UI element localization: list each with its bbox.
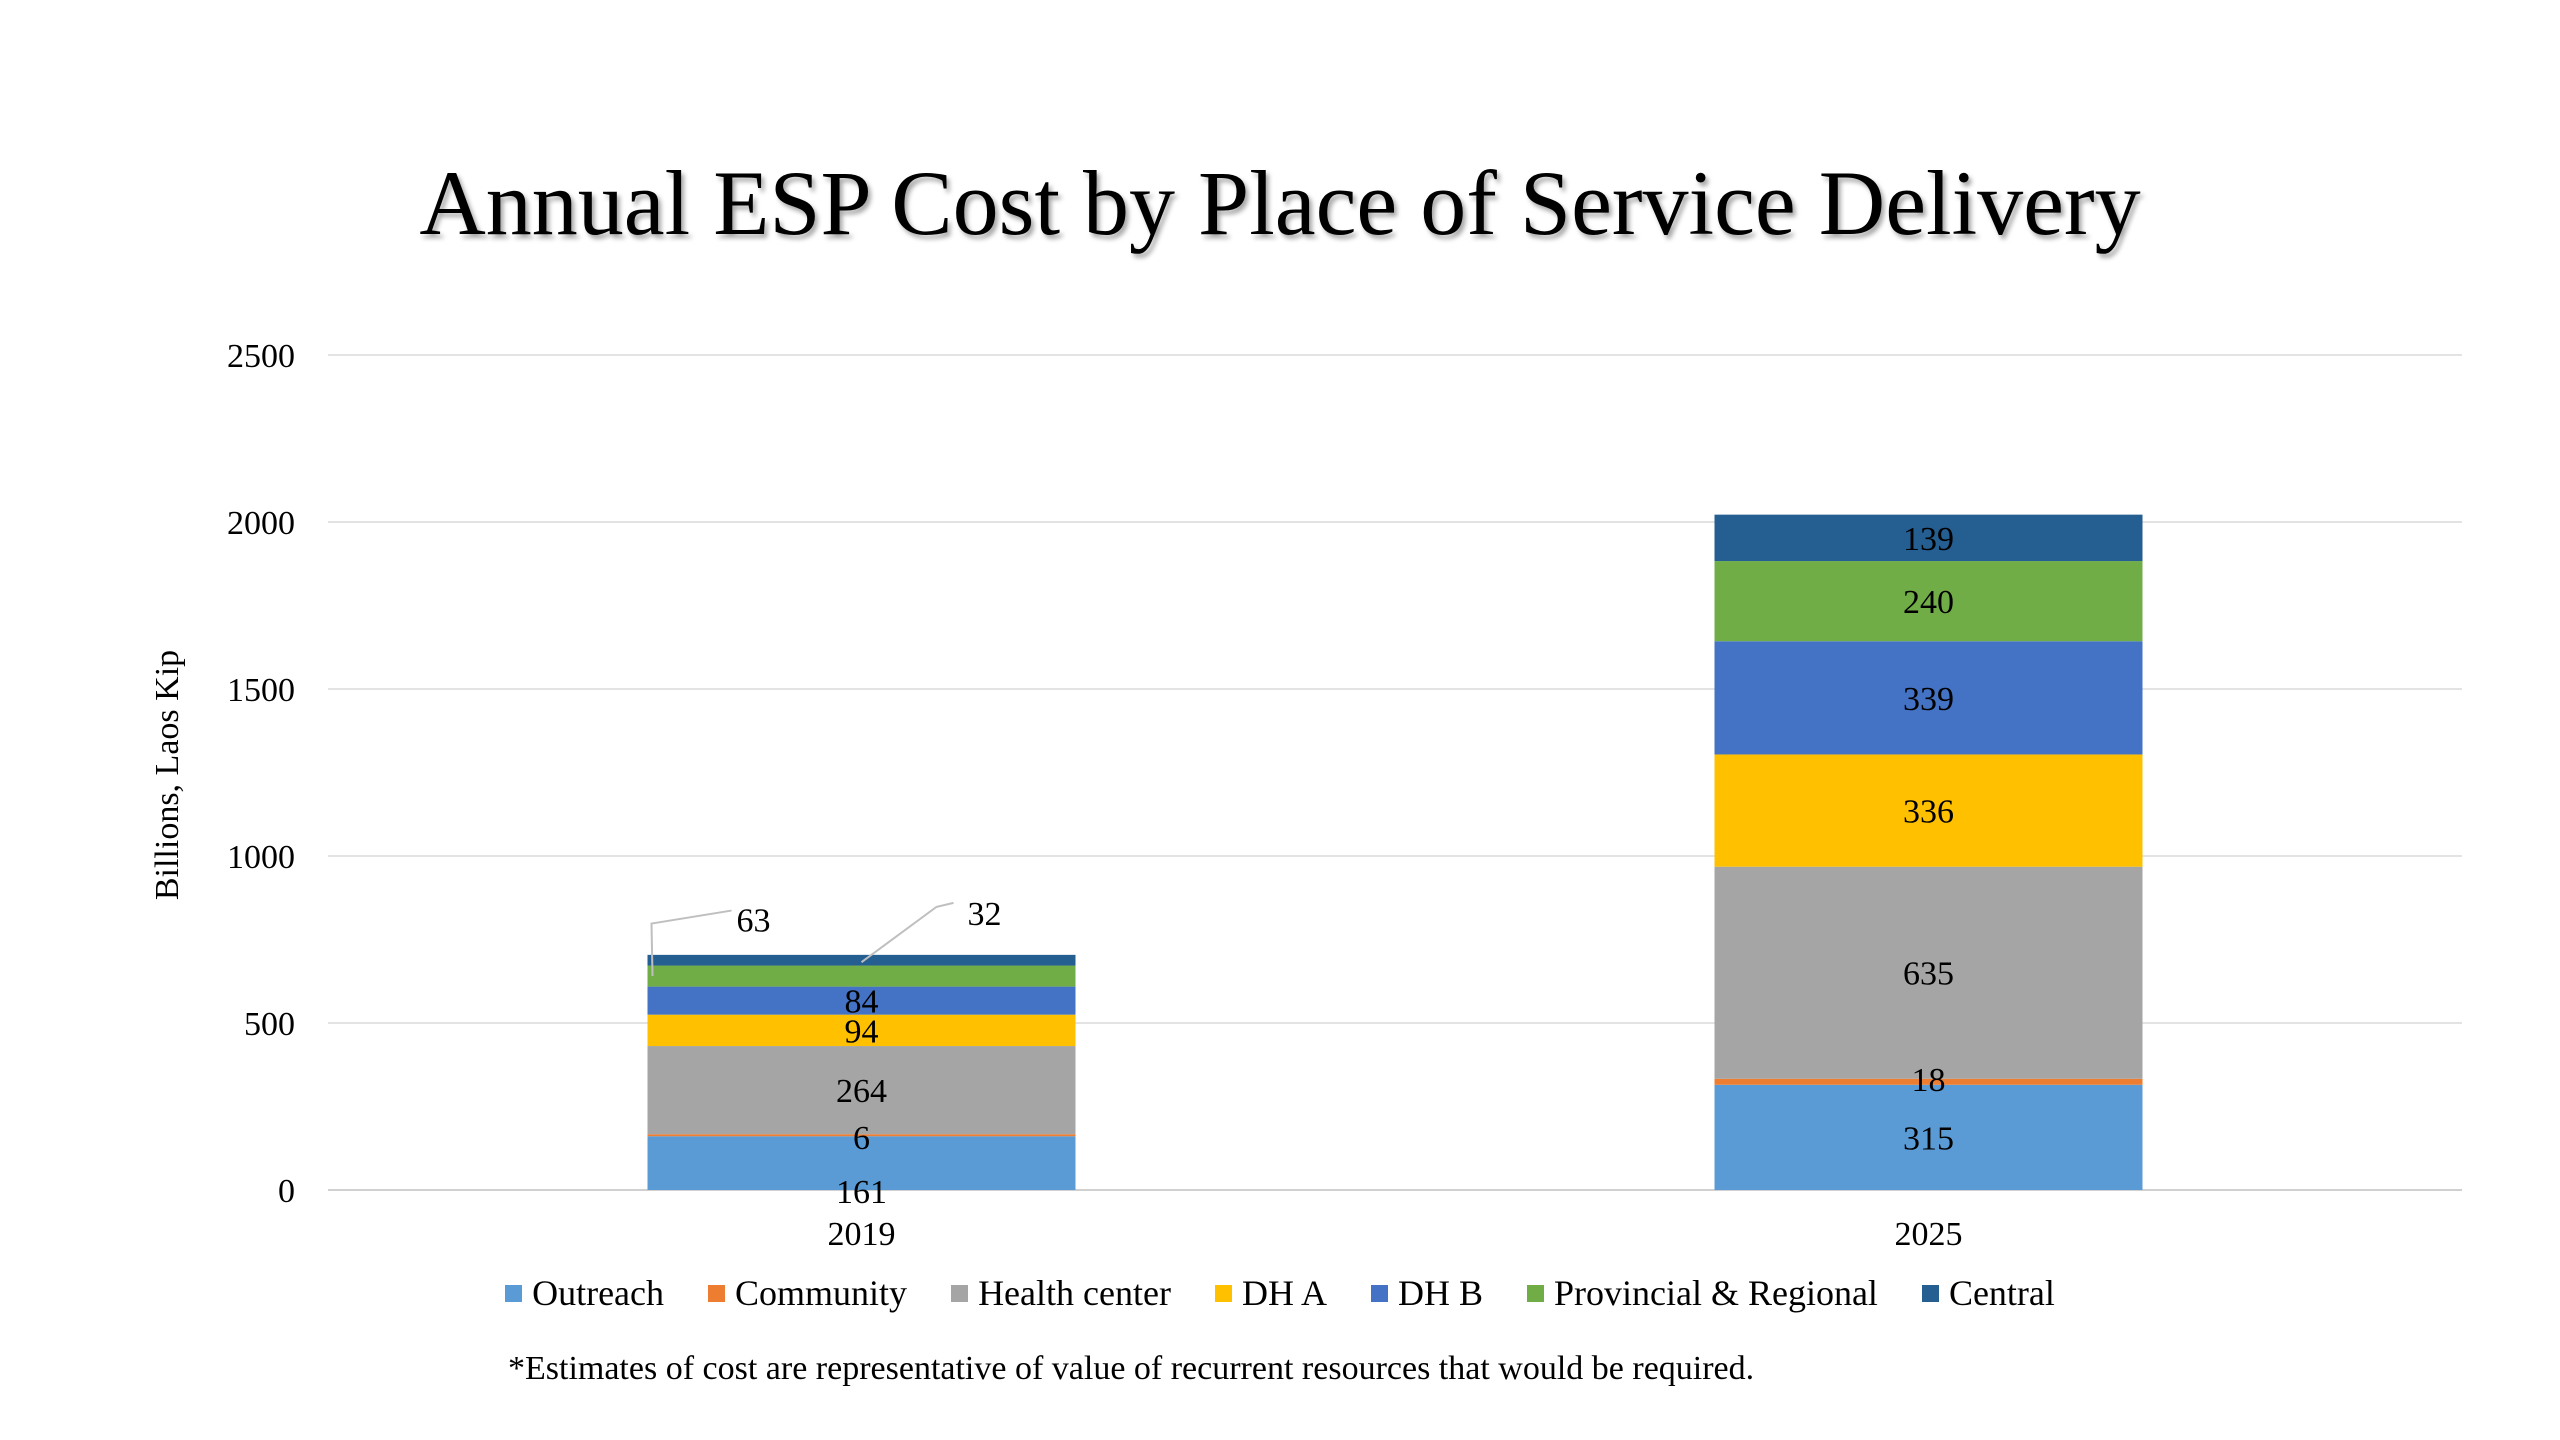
footnote: *Estimates of cost are representative of… bbox=[508, 1350, 1755, 1387]
legend-label: Community bbox=[735, 1273, 908, 1313]
bar-segment bbox=[1714, 641, 2143, 755]
y-tick-label: 2000 bbox=[227, 505, 295, 542]
legend-swatch bbox=[1214, 1284, 1232, 1302]
bar-segment bbox=[1714, 514, 2143, 562]
chart-title: Annual ESP Cost by Place of Service Deli… bbox=[419, 152, 2141, 254]
bar-segment bbox=[647, 954, 1076, 966]
data-label: 6 bbox=[853, 1120, 870, 1157]
legend: Outreach Community Health center DH A DH B Pr… bbox=[0, 1272, 2560, 1314]
legend-label: Health center bbox=[978, 1273, 1171, 1313]
legend-item: Central bbox=[1921, 1272, 2055, 1314]
x-axis-ticks: 2019 2025 bbox=[828, 1216, 1963, 1253]
bar-segment bbox=[1714, 1078, 2143, 1085]
data-label: 18 bbox=[1912, 1062, 1946, 1099]
legend-swatch bbox=[1526, 1284, 1544, 1302]
legend-item: DH B bbox=[1370, 1272, 1483, 1314]
data-label: 635 bbox=[1903, 956, 1954, 993]
bar-segment bbox=[647, 965, 1076, 987]
legend-swatch bbox=[1921, 1284, 1939, 1302]
data-label: 32 bbox=[968, 896, 1002, 933]
x-tick-label: 2025 bbox=[1895, 1216, 1963, 1253]
bar-segment bbox=[647, 1014, 1076, 1047]
legend-item: Provincial & Regional bbox=[1526, 1272, 1878, 1314]
data-label: 139 bbox=[1903, 521, 1954, 558]
legend-label: Central bbox=[1948, 1273, 2055, 1313]
legend-swatch bbox=[505, 1284, 523, 1302]
legend-label: DH B bbox=[1397, 1273, 1483, 1313]
y-axis-title: Billions, Laos Kip bbox=[149, 650, 186, 900]
legend-label: DH A bbox=[1241, 1273, 1327, 1313]
y-tick-label: 1000 bbox=[227, 839, 295, 876]
bar-segment bbox=[1714, 754, 2143, 867]
y-tick-label: 2500 bbox=[227, 338, 295, 375]
data-label: 336 bbox=[1903, 794, 1954, 831]
data-label: 161 bbox=[836, 1174, 887, 1211]
data-label: 63 bbox=[737, 903, 771, 940]
bar-segment bbox=[647, 1134, 1076, 1137]
legend-item: Community bbox=[708, 1272, 907, 1314]
y-tick-label: 0 bbox=[278, 1173, 295, 1210]
y-tick-label: 1500 bbox=[227, 672, 295, 709]
x-tick-label: 2019 bbox=[828, 1216, 896, 1253]
bar-segment bbox=[647, 986, 1076, 1015]
bars bbox=[647, 514, 2143, 1190]
data-label: 94 bbox=[845, 1013, 879, 1050]
legend-item: Health center bbox=[951, 1272, 1171, 1314]
legend-label: Provincial & Regional bbox=[1553, 1273, 1878, 1313]
data-label: 264 bbox=[836, 1073, 887, 1110]
legend-swatch bbox=[951, 1284, 969, 1302]
data-label: 240 bbox=[1903, 584, 1954, 621]
legend-item: DH A bbox=[1214, 1272, 1327, 1314]
legend-item: Outreach bbox=[505, 1272, 664, 1314]
leader-lines bbox=[650, 901, 954, 977]
bar-segment bbox=[1714, 866, 2143, 1079]
bar-segment bbox=[647, 1046, 1076, 1135]
legend-label: Outreach bbox=[532, 1273, 665, 1313]
data-label: 315 bbox=[1903, 1120, 1954, 1157]
data-label: 84 bbox=[845, 984, 879, 1021]
bar-segment bbox=[647, 1136, 1076, 1190]
legend-swatch bbox=[1370, 1284, 1388, 1302]
data-label: 339 bbox=[1903, 681, 1954, 718]
y-axis-ticks: 0 500 1000 1500 2000 2500 bbox=[227, 338, 295, 1210]
y-tick-label: 500 bbox=[244, 1006, 295, 1043]
leader-line bbox=[860, 901, 954, 964]
bar-segment bbox=[1714, 1084, 2143, 1190]
bar-segment bbox=[1714, 561, 2143, 642]
leader-line bbox=[650, 909, 732, 977]
legend-swatch bbox=[708, 1284, 726, 1302]
